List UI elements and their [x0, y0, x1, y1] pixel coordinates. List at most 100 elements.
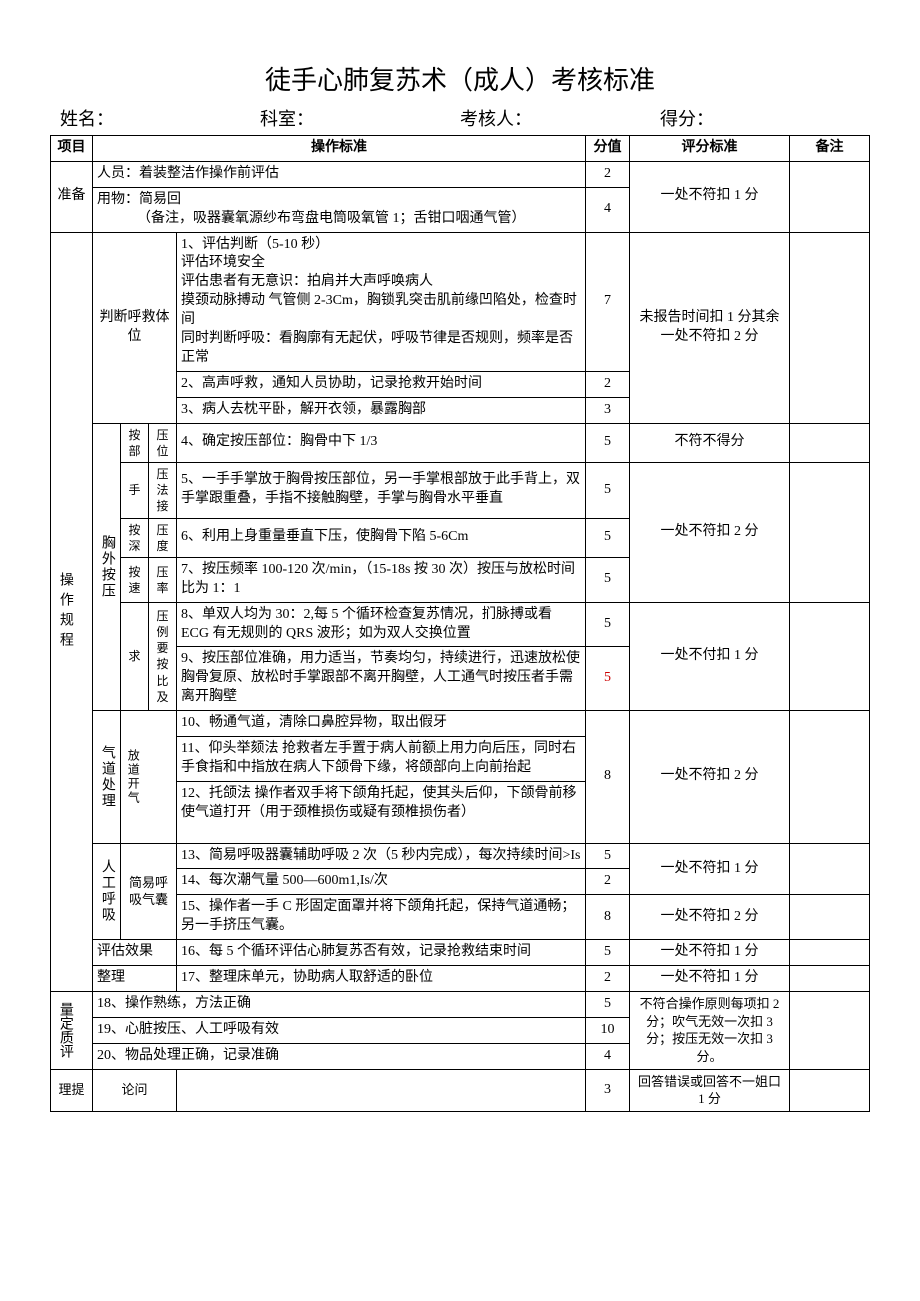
judge-r2: 2、高声呼救，通知人员协助，记录抢救开始时间 [177, 371, 586, 397]
judge-r1: 1、评估判断（5-10 秒） 评估环境安全 评估患者有无意识：拍肩并大声呼唤病人… [177, 232, 586, 371]
page: 徒手心肺复苏术（成人）考核标准 姓名： 科室： 考核人： 得分： 项目 操作标准… [50, 60, 870, 1112]
breath-r15: 15、操作者一手 C 形固定面罩并将下颌角托起，保持气道通畅；另一手挤压气囊。 [177, 895, 586, 940]
judge-label: 判断呼救体位 [93, 232, 177, 423]
eval-label: 评估效果 [93, 940, 177, 966]
airway-r10: 10、畅通气道，清除口鼻腔异物，取出假牙 [177, 711, 586, 737]
press-r5-sub2: 压法接 [149, 462, 177, 518]
judge-r2-score: 2 [586, 371, 630, 397]
eval-r16: 16、每 5 个循环评估心肺复苏否有效，记录抢救结束时间 [177, 940, 586, 966]
press-r567-crit: 一处不符扣 2 分 [630, 462, 790, 602]
prep-r2-l1: 用物：简易回 [97, 192, 181, 207]
qual-r19-score: 10 [586, 1017, 630, 1043]
eval-note [790, 940, 870, 966]
header-name: 姓名： [60, 105, 260, 131]
theory-label1: 理提 [51, 1069, 93, 1111]
press-r6-sub2: 压度 [149, 518, 177, 557]
header-examiner: 考核人： [460, 105, 660, 131]
press-r89-crit: 一处不付扣 1 分 [630, 602, 790, 710]
theory-score: 3 [586, 1069, 630, 1111]
press-r89-note [790, 602, 870, 710]
col-criteria: 评分标准 [630, 136, 790, 162]
breath-r14: 14、每次潮气量 500—600m1,Is/次 [177, 869, 586, 895]
airway-note [790, 711, 870, 843]
judge-note [790, 232, 870, 423]
qual-r20-score: 4 [586, 1043, 630, 1069]
header-line: 姓名： 科室： 考核人： 得分： [50, 105, 870, 131]
prep-crit: 一处不符扣 1 分 [630, 161, 790, 232]
judge-row-1: 操作规程 判断呼救体位 1、评估判断（5-10 秒） 评估环境安全 评估患者有无… [51, 232, 870, 371]
header-dept: 科室： [260, 105, 460, 131]
tidy-label: 整理 [93, 966, 177, 992]
press-r7-sub1: 按速 [121, 557, 149, 602]
airway-crit: 一处不符扣 2 分 [630, 711, 790, 843]
airway-sub2-text: 放道开气 [125, 749, 141, 805]
airway-score: 8 [586, 711, 630, 843]
qual-note [790, 991, 870, 1069]
airway-label: 气道处理 [93, 711, 121, 843]
prep-r2-l2: （备注，吸器囊氧源纱布弯盘电筒吸氧管 1；舌钳口咽通气管） [97, 211, 526, 226]
press-r6-score: 5 [586, 518, 630, 557]
prep-row-1: 准备 人员：着装整洁作操作前评估 2 一处不符扣 1 分 [51, 161, 870, 187]
col-notes: 备注 [790, 136, 870, 162]
airway-r12: 12、托颌法 操作者双手将下颌角托起，使其头后仰，下颌骨前移使气道打开（用于颈椎… [177, 781, 586, 843]
tidy-r17: 17、整理床单元，协助病人取舒适的卧位 [177, 966, 586, 992]
breath-r13-score: 5 [586, 843, 630, 869]
press-r5-score: 5 [586, 462, 630, 518]
press-r9-score: 5 [586, 647, 630, 711]
breath-r1314-note [790, 843, 870, 895]
prep-note [790, 161, 870, 232]
breath-sub: 简易呼吸气囊 [121, 843, 177, 940]
press-r8: 8、单双人均为 30：2,每 5 个循环检查复苏情况，扪脉搏或看 ECG 有无规… [177, 602, 586, 647]
prep-r1-score: 2 [586, 161, 630, 187]
press-r9: 9、按压部位准确，用力适当，节奏均匀，持续进行，迅速放松使胸骨复原、放松时手掌跟… [177, 647, 586, 711]
theory-row: 理提 论问 3 回答错误或回答不一姐口 1 分 [51, 1069, 870, 1111]
col-project: 项目 [51, 136, 93, 162]
prep-r1-text: 人员：着装整洁作操作前评估 [93, 161, 586, 187]
press-r6-sub1: 按深 [121, 518, 149, 557]
press-r8-sub1: 求 [121, 602, 149, 710]
prep-r2-score: 4 [586, 187, 630, 232]
breath-row-13: 人工呼吸 简易呼吸气囊 13、简易呼吸器囊辅助呼吸 2 次（5 秒内完成），每次… [51, 843, 870, 869]
airway-label-text: 气道处理 [97, 745, 116, 809]
tidy-row: 整理 17、整理床单元，协助病人取舒适的卧位 2 一处不符扣 1 分 [51, 966, 870, 992]
qual-label: 量定质评 [51, 991, 93, 1069]
press-r567-note [790, 462, 870, 602]
press-r8-score: 5 [586, 602, 630, 647]
eval-row: 评估效果 16、每 5 个循环评估心肺复苏否有效，记录抢救结束时间 5 一处不符… [51, 940, 870, 966]
press-r8-sub2: 压例要按比及 [149, 602, 177, 710]
press-label-text: 胸外按压 [97, 535, 116, 599]
qual-r19: 19、心脏按压、人工呼吸有效 [93, 1017, 586, 1043]
theory-crit: 回答错误或回答不一姐口 1 分 [630, 1069, 790, 1111]
press-label: 胸外按压 [93, 423, 121, 711]
table-header-row: 项目 操作标准 分值 评分标准 备注 [51, 136, 870, 162]
op-label-text: 操作规程 [55, 572, 74, 652]
tidy-score: 2 [586, 966, 630, 992]
qual-row-18: 量定质评 18、操作熟练，方法正确 5 不符合操作原则每项扣 2 分；吹气无效一… [51, 991, 870, 1017]
press-r4-note [790, 423, 870, 462]
col-points: 分值 [586, 136, 630, 162]
qual-r18-score: 5 [586, 991, 630, 1017]
breath-r13: 13、简易呼吸器囊辅助呼吸 2 次（5 秒内完成），每次持续时间>Is [177, 843, 586, 869]
tidy-crit: 一处不符扣 1 分 [630, 966, 790, 992]
press-r4-score: 5 [586, 423, 630, 462]
press-r7: 7、按压频率 100-120 次/min，（15-18s 按 30 次）按压与放… [177, 557, 586, 602]
judge-crit: 未报告时间扣 1 分其余一处不符扣 2 分 [630, 232, 790, 423]
theory-blank [177, 1069, 586, 1111]
qual-r18: 18、操作熟练，方法正确 [93, 991, 586, 1017]
airway-sub2: 放道开气 [121, 711, 177, 843]
qual-r20: 20、物品处理正确，记录准确 [93, 1043, 586, 1069]
judge-r3: 3、病人去枕平卧，解开衣领，暴露胸部 [177, 397, 586, 423]
breath-r15-note [790, 895, 870, 940]
page-title: 徒手心肺复苏术（成人）考核标准 [50, 60, 870, 97]
press-r4-sub1: 按部 [121, 423, 149, 462]
tidy-note [790, 966, 870, 992]
qual-label-text: 量定质评 [55, 1002, 74, 1058]
press-r4-crit: 不符不得分 [630, 423, 790, 462]
breath-r1314-crit: 一处不符扣 1 分 [630, 843, 790, 895]
op-label: 操作规程 [51, 232, 93, 991]
press-row-5: 手 压法接 5、一手手掌放于胸骨按压部位，另一手掌根部放于此手背上，双手掌跟重叠… [51, 462, 870, 518]
qual-crit: 不符合操作原则每项扣 2 分；吹气无效一次扣 3 分；按压无效一次扣 3 分。 [630, 991, 790, 1069]
col-standard: 操作标准 [93, 136, 586, 162]
press-r5: 5、一手手掌放于胸骨按压部位，另一手掌根部放于此手背上，双手掌跟重叠，手指不接触… [177, 462, 586, 518]
press-r7-sub2: 压率 [149, 557, 177, 602]
